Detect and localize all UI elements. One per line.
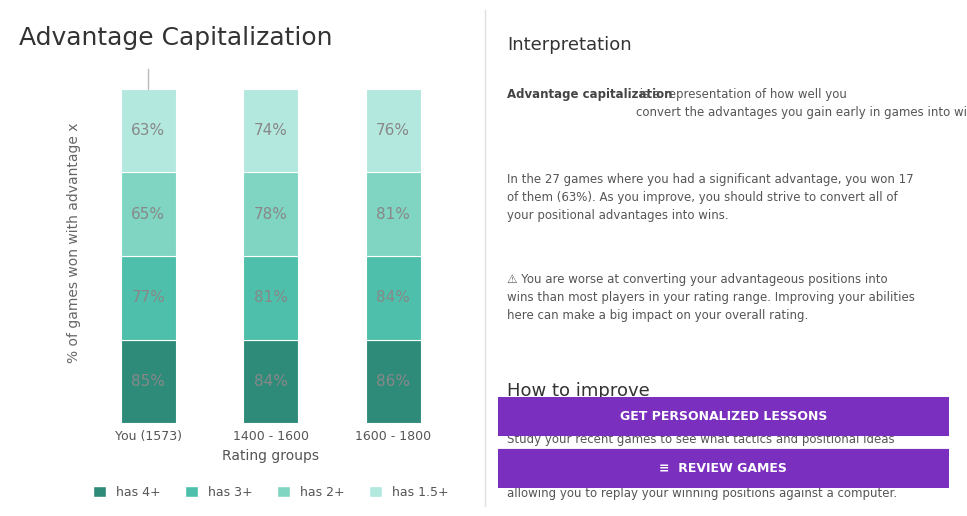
Text: ≡  REVIEW GAMES: ≡ REVIEW GAMES [659,462,787,475]
Text: How to improve: How to improve [508,382,650,400]
Bar [121,89,176,172]
Bar [366,340,421,423]
Text: 74%: 74% [253,123,288,138]
Text: 63%: 63% [132,123,165,138]
Bar [121,172,176,256]
Text: is a representation of how well you
convert the advantages you gain early in gam: is a representation of how well you conv… [635,88,967,119]
Bar [244,89,298,172]
Legend: has 4+, has 3+, has 2+, has 1.5+: has 4+, has 3+, has 2+, has 1.5+ [88,480,454,504]
Text: 84%: 84% [253,374,288,389]
FancyBboxPatch shape [498,449,949,488]
Bar [366,89,421,172]
Bar [121,340,176,423]
Text: GET PERSONALIZED LESSONS: GET PERSONALIZED LESSONS [620,410,827,423]
Text: 81%: 81% [253,290,288,305]
Bar [244,256,298,340]
Bar [366,256,421,340]
Text: ⚠ You are worse at converting your advantageous positions into
wins than most pl: ⚠ You are worse at converting your advan… [508,273,916,322]
Text: 65%: 65% [132,206,165,221]
Y-axis label: % of games won with advantage x: % of games won with advantage x [68,122,81,363]
Text: Advantage Capitalization: Advantage Capitalization [19,26,333,50]
Text: 81%: 81% [376,206,410,221]
Text: Interpretation: Interpretation [508,36,632,54]
Text: 84%: 84% [376,290,410,305]
FancyBboxPatch shape [498,397,949,436]
Text: 86%: 86% [376,374,410,389]
Bar [366,172,421,256]
Text: 76%: 76% [376,123,410,138]
Text: In the 27 games where you had a significant advantage, you won 17
of them (63%).: In the 27 games where you had a signific… [508,173,914,222]
Bar [244,172,298,256]
Text: 77%: 77% [132,290,165,305]
Text: 78%: 78% [253,206,288,221]
X-axis label: Rating groups: Rating groups [222,448,319,463]
Bar [244,340,298,423]
Bar [121,256,176,340]
Text: Study your recent games to see what tactics and positional ideas
you missed that: Study your recent games to see what tact… [508,433,897,501]
Text: Advantage capitalization: Advantage capitalization [508,88,673,101]
Text: 85%: 85% [132,374,165,389]
